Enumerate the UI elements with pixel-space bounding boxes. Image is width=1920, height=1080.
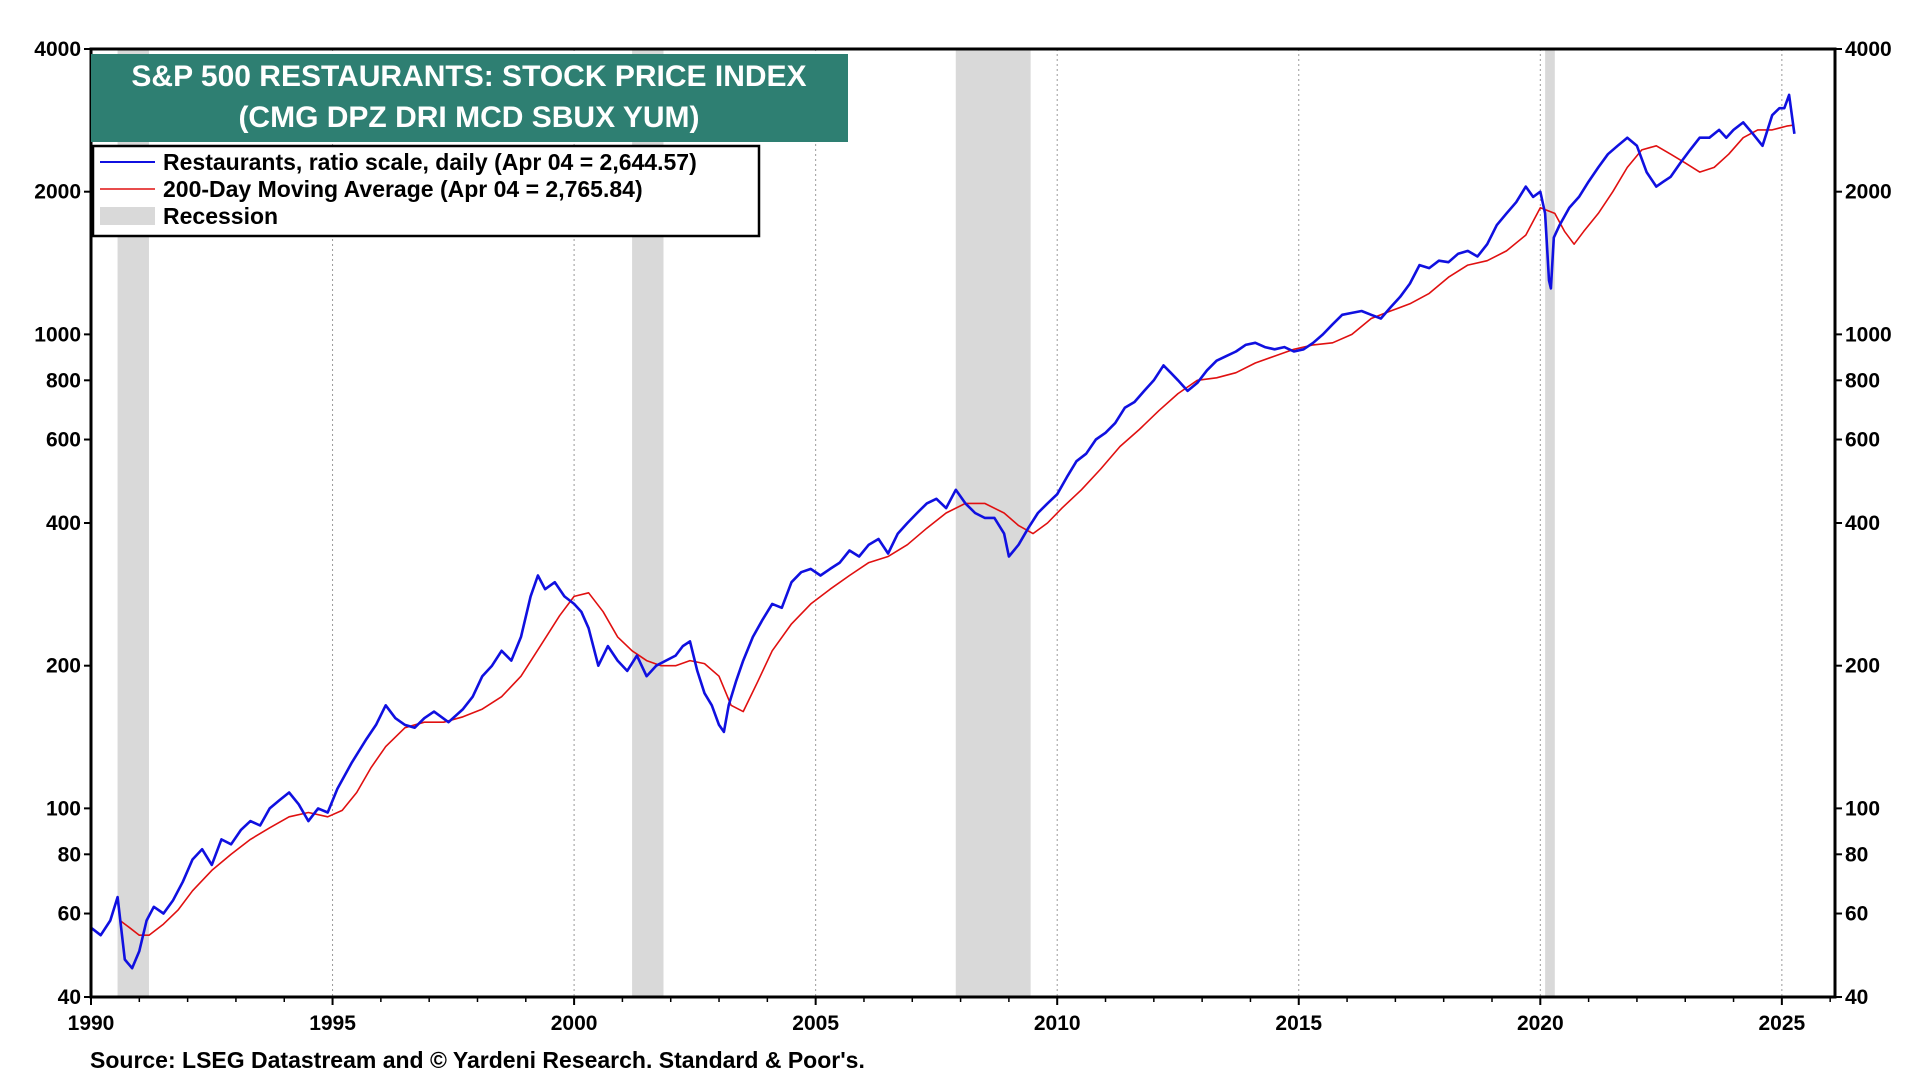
y-left-tick-label: 4000 xyxy=(34,38,81,61)
y-left-tick-label: 200 xyxy=(46,655,81,678)
recession-band xyxy=(1545,49,1555,997)
y-right-tick-label: 1000 xyxy=(1845,323,1892,346)
y-axis-right-tick-labels: 40 60 80 100 200 400 600 800 1000 2000 4000 xyxy=(1845,38,1892,1009)
y-right-tick-label: 4000 xyxy=(1845,38,1892,61)
x-tick-label: 2015 xyxy=(1275,1012,1322,1035)
y-axis-left-tick-labels: 40 60 80 100 200 400 600 800 1000 2000 4000 xyxy=(34,38,81,1009)
y-left-tick-label: 80 xyxy=(58,843,81,866)
gridlines xyxy=(332,49,1783,997)
legend-box xyxy=(91,144,761,238)
y-right-tick-label: 100 xyxy=(1845,797,1880,820)
x-axis-tick-labels: 1990 1995 2000 2005 2010 2015 2020 2025 xyxy=(68,1012,1806,1035)
legend-label-price: Restaurants, ratio scale, daily (Apr 04 … xyxy=(163,149,697,175)
y-left-tick-label: 100 xyxy=(46,797,81,820)
legend-swatch-recession xyxy=(100,207,155,225)
x-tick-label: 1990 xyxy=(68,1012,115,1035)
y-right-tick-label: 40 xyxy=(1845,986,1868,1009)
price-line xyxy=(90,93,1796,970)
y-left-tick-label: 600 xyxy=(46,429,81,452)
y-right-tick-label: 400 xyxy=(1845,512,1880,535)
chart-subtitle: (CMG DPZ DRI MCD SBUX YUM) xyxy=(238,101,699,134)
y-left-tick-label: 40 xyxy=(58,986,81,1009)
x-tick-label: 2005 xyxy=(792,1012,839,1035)
legend-label-ma: 200-Day Moving Average (Apr 04 = 2,765.8… xyxy=(163,176,643,202)
x-tick-label: 2000 xyxy=(551,1012,598,1035)
y-right-tick-label: 200 xyxy=(1845,655,1880,678)
y-left-tick-label: 800 xyxy=(46,369,81,392)
y-right-tick-label: 80 xyxy=(1845,843,1868,866)
y-left-tick-label: 2000 xyxy=(34,181,81,204)
x-tick-label: 2020 xyxy=(1517,1012,1564,1035)
moving-average-series xyxy=(119,124,1795,936)
x-tick-label: 2025 xyxy=(1758,1012,1805,1035)
chart-title: S&P 500 RESTAURANTS: STOCK PRICE INDEX xyxy=(131,60,806,93)
recession-band xyxy=(955,49,1031,997)
axis-ticks xyxy=(84,48,1842,1005)
y-left-tick-label: 60 xyxy=(58,903,81,926)
legend-label-recession: Recession xyxy=(163,203,278,229)
x-tick-label: 1995 xyxy=(309,1012,356,1035)
y-right-tick-label: 60 xyxy=(1845,903,1868,926)
source-note: Source: LSEG Datastream and © Yardeni Re… xyxy=(90,1047,865,1073)
title-background xyxy=(91,54,848,142)
moving-average-line xyxy=(119,124,1795,936)
y-right-tick-label: 2000 xyxy=(1845,181,1892,204)
price-series xyxy=(90,93,1796,970)
title-box: S&P 500 RESTAURANTS: STOCK PRICE INDEX (… xyxy=(91,54,848,142)
y-left-tick-label: 400 xyxy=(46,512,81,535)
y-right-tick-label: 600 xyxy=(1845,429,1880,452)
y-left-tick-label: 1000 xyxy=(34,323,81,346)
legend: Restaurants, ratio scale, daily (Apr 04 … xyxy=(91,144,761,238)
y-right-tick-label: 800 xyxy=(1845,369,1880,392)
x-tick-label: 2010 xyxy=(1034,1012,1081,1035)
